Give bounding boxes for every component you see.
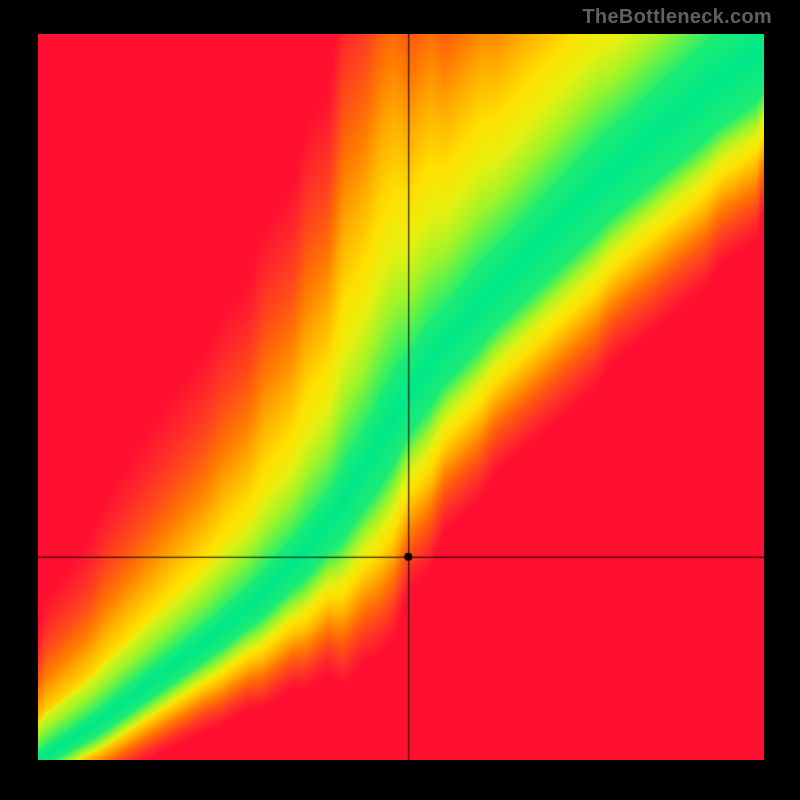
heatmap-canvas (38, 34, 764, 760)
watermark-text: TheBottleneck.com (582, 6, 772, 29)
chart-container: TheBottleneck.com (0, 0, 800, 800)
heatmap-plot (38, 34, 764, 760)
